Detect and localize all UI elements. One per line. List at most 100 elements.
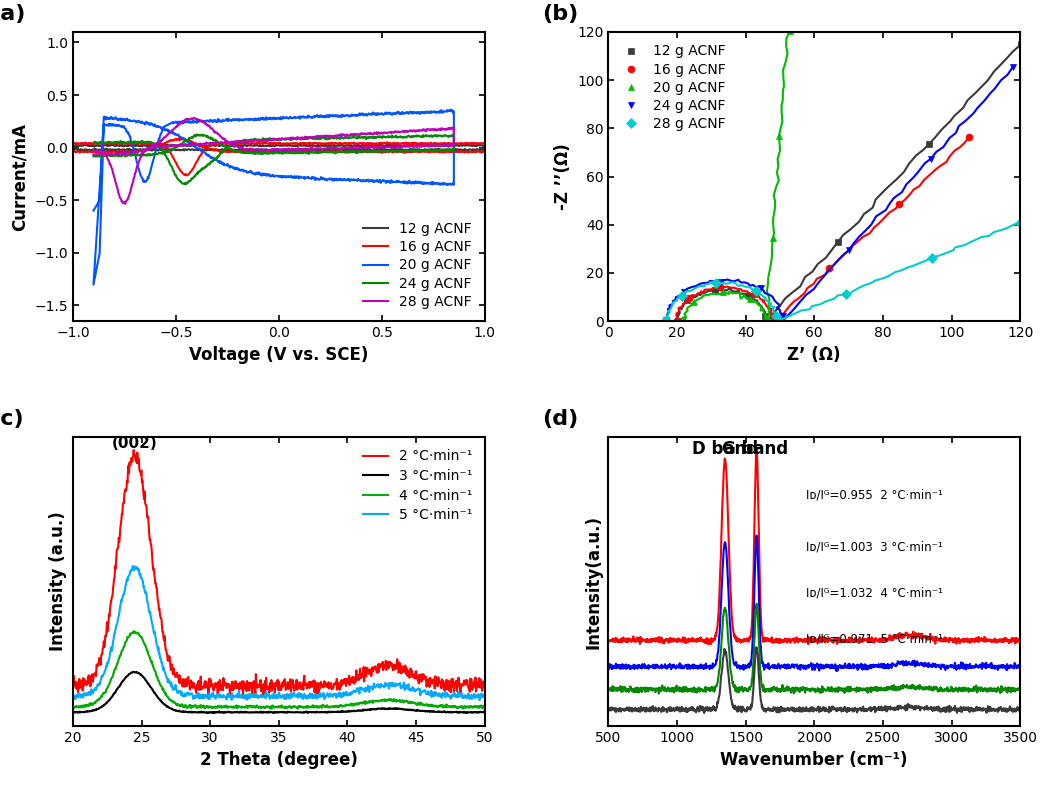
20 g ACNF — [743, 294, 756, 304]
16 g ACNF — [180, 171, 193, 180]
28 g ACNF — [429, 141, 441, 151]
12 g ACNF — [346, 140, 358, 150]
4 °C·min⁻¹ — [318, 701, 330, 711]
28 g ACNF — [401, 127, 413, 136]
Text: Iᴅ/Iᴳ=1.032  4 °C·min⁻¹: Iᴅ/Iᴳ=1.032 4 °C·min⁻¹ — [806, 587, 943, 599]
2 °C·min⁻¹ — [479, 680, 491, 689]
Legend: 12 g ACNF, 16 g ACNF, 20 g ACNF, 24 g ACNF, 28 g ACNF: 12 g ACNF, 16 g ACNF, 20 g ACNF, 24 g AC… — [358, 216, 478, 314]
5 °C·min⁻¹ — [330, 689, 342, 698]
20 g ACNF — [98, 121, 110, 131]
20 g ACNF — [243, 115, 255, 124]
Text: (002): (002) — [111, 437, 157, 452]
28 g ACNF — [925, 253, 938, 263]
5 °C·min⁻¹ — [67, 691, 79, 701]
4 °C·min⁻¹ — [92, 694, 104, 704]
Y-axis label: -Z ’’(Ω): -Z ’’(Ω) — [554, 143, 572, 210]
5 °C·min⁻¹ — [479, 690, 491, 700]
24 g ACNF — [429, 146, 441, 156]
16 g ACNF — [682, 293, 694, 302]
20 g ACNF — [339, 111, 352, 120]
20 g ACNF — [87, 280, 100, 290]
4 °C·min⁻¹ — [67, 702, 79, 712]
Line: 4 °C·min⁻¹: 4 °C·min⁻¹ — [73, 631, 485, 709]
12 g ACNF — [681, 295, 693, 305]
16 g ACNF — [172, 134, 184, 144]
12 g ACNF — [440, 144, 453, 154]
3 °C·min⁻¹ — [92, 704, 104, 713]
Text: (b): (b) — [542, 4, 579, 25]
24 g ACNF — [843, 245, 856, 255]
20 g ACNF — [784, 26, 796, 36]
16 g ACNF — [440, 147, 453, 156]
Legend: 2 °C·min⁻¹, 3 °C·min⁻¹, 4 °C·min⁻¹, 5 °C·min⁻¹: 2 °C·min⁻¹, 3 °C·min⁻¹, 4 °C·min⁻¹, 5 °C… — [357, 444, 478, 527]
24 g ACNF — [183, 176, 196, 186]
Line: 24 g ACNF: 24 g ACNF — [663, 64, 1016, 324]
28 g ACNF — [87, 150, 100, 160]
28 g ACNF — [414, 141, 427, 151]
4 °C·min⁻¹ — [479, 703, 491, 713]
28 g ACNF — [769, 311, 782, 321]
X-axis label: 2 Theta (degree): 2 Theta (degree) — [200, 751, 358, 768]
12 g ACNF — [205, 140, 218, 149]
Text: Iᴅ/Iᴳ=1.003  3 °C·min⁻¹: Iᴅ/Iᴳ=1.003 3 °C·min⁻¹ — [806, 540, 943, 553]
X-axis label: Voltage (V vs. SCE): Voltage (V vs. SCE) — [189, 346, 369, 364]
24 g ACNF — [715, 277, 728, 286]
Text: Iᴅ/Iᴳ=0.971  5 °C·min⁻¹: Iᴅ/Iᴳ=0.971 5 °C·min⁻¹ — [806, 633, 943, 646]
Line: 16 g ACNF: 16 g ACNF — [674, 134, 972, 325]
28 g ACNF — [187, 113, 200, 122]
24 g ACNF — [1007, 62, 1019, 72]
Legend: 12 g ACNF, 16 g ACNF, 20 g ACNF, 24 g ACNF, 28 g ACNF: 12 g ACNF, 16 g ACNF, 20 g ACNF, 24 g AC… — [615, 39, 731, 136]
Text: Iᴅ/Iᴳ=0.955  2 °C·min⁻¹: Iᴅ/Iᴳ=0.955 2 °C·min⁻¹ — [806, 488, 943, 501]
16 g ACNF — [714, 282, 727, 292]
20 g ACNF — [256, 171, 269, 180]
5 °C·min⁻¹ — [474, 695, 486, 705]
3 °C·min⁻¹ — [306, 707, 319, 717]
Line: 16 g ACNF: 16 g ACNF — [73, 139, 485, 176]
16 g ACNF — [748, 290, 761, 299]
20 g ACNF — [365, 176, 378, 186]
24 g ACNF — [678, 287, 690, 297]
20 g ACNF — [762, 313, 775, 322]
4 °C·min⁻¹ — [330, 702, 342, 712]
20 g ACNF — [105, 113, 118, 122]
28 g ACNF — [119, 199, 131, 208]
28 g ACNF — [660, 315, 672, 325]
16 g ACNF — [822, 263, 835, 273]
5 °C·min⁻¹ — [306, 693, 319, 702]
20 g ACNF — [342, 112, 355, 121]
2 °C·min⁻¹ — [92, 661, 104, 670]
20 g ACNF — [87, 206, 100, 215]
3 °C·min⁻¹ — [318, 707, 330, 717]
2 °C·min⁻¹ — [318, 680, 330, 689]
Y-axis label: Intensity (a.u.): Intensity (a.u.) — [49, 512, 68, 651]
24 g ACNF — [777, 311, 789, 321]
Line: 3 °C·min⁻¹: 3 °C·min⁻¹ — [73, 672, 485, 713]
16 g ACNF — [963, 132, 975, 142]
Text: (d): (d) — [542, 409, 579, 429]
24 g ACNF — [401, 132, 413, 142]
12 g ACNF — [176, 140, 188, 150]
16 g ACNF — [893, 200, 906, 209]
20 g ACNF — [766, 234, 779, 243]
24 g ACNF — [179, 180, 192, 189]
16 g ACNF — [457, 147, 469, 156]
16 g ACNF — [67, 147, 79, 156]
Text: (c): (c) — [0, 409, 24, 429]
12 g ACNF — [425, 141, 437, 151]
16 g ACNF — [176, 168, 188, 177]
X-axis label: Wavenumber (cm⁻¹): Wavenumber (cm⁻¹) — [720, 751, 908, 768]
2 °C·min⁻¹ — [127, 445, 139, 455]
12 g ACNF — [245, 146, 257, 156]
X-axis label: Z’ (Ω): Z’ (Ω) — [787, 346, 841, 364]
12 g ACNF — [742, 291, 755, 301]
Text: D band: D band — [692, 440, 758, 458]
20 g ACNF — [717, 287, 730, 297]
12 g ACNF — [759, 311, 771, 321]
12 g ACNF — [245, 140, 257, 149]
3 °C·min⁻¹ — [127, 667, 139, 677]
Line: 28 g ACNF: 28 g ACNF — [662, 220, 1023, 324]
Y-axis label: Current/mA: Current/mA — [10, 123, 29, 231]
2 °C·min⁻¹ — [423, 679, 435, 689]
16 g ACNF — [768, 313, 781, 322]
2 °C·min⁻¹ — [330, 678, 342, 688]
